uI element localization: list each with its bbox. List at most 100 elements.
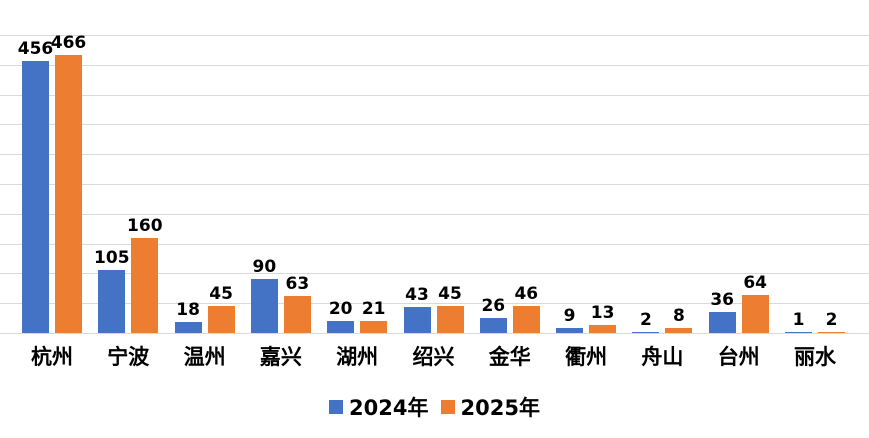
bar-column: 64: [741, 35, 769, 333]
gridline: [0, 124, 869, 126]
bar-2025年-温州: [207, 306, 235, 333]
category-label: 绍兴: [412, 345, 455, 369]
bar-2025年-舟山: [665, 328, 693, 333]
bar-2025年-绍兴: [436, 306, 464, 333]
category-label: 台州: [717, 345, 760, 369]
bar-group-杭州: 456 466: [18, 35, 86, 333]
bar-2024年-温州: [174, 322, 202, 333]
bar-group-台州: 36 64: [708, 35, 769, 333]
bar-column: 63: [283, 35, 311, 333]
bar-group-宁波: 105 160: [94, 35, 163, 333]
bar-2024年-舟山: [632, 331, 660, 333]
legend: 2024年 2025年: [0, 393, 869, 421]
category-label: 舟山: [641, 345, 684, 369]
bar-column: 36: [708, 35, 736, 333]
gridline: [0, 64, 869, 66]
value-label: 46: [514, 283, 539, 304]
value-label: 466: [50, 33, 87, 54]
bar-group-金华: 26 46: [479, 35, 540, 333]
bar-2025年-衢州: [589, 325, 617, 333]
bar-group-绍兴: 43 45: [403, 35, 464, 333]
value-label: 26: [481, 295, 506, 316]
bar-column: 45: [436, 35, 464, 333]
value-label: 63: [285, 273, 310, 294]
bar-2024年-衢州: [556, 327, 584, 333]
value-label: 45: [438, 284, 462, 305]
bar-group-湖州: 20 21: [327, 35, 388, 333]
bar-column: 20: [327, 35, 355, 333]
bar-column: 2: [632, 35, 660, 333]
bar-column: 1: [785, 35, 812, 333]
value-label: 64: [743, 272, 768, 293]
value-label: 9: [563, 305, 576, 326]
bar-2025年-宁波: [131, 237, 159, 333]
bar-column: 45: [207, 35, 235, 333]
value-label: 456: [17, 39, 54, 60]
value-label: 105: [94, 248, 130, 269]
bar-2024年-湖州: [327, 321, 355, 333]
gridline: [0, 213, 869, 215]
bar-column: 21: [360, 35, 388, 333]
bar-column: 160: [127, 35, 163, 333]
category-label: 宁波: [107, 345, 150, 369]
gridline: [0, 243, 869, 245]
category-label: 衢州: [565, 345, 608, 369]
bar-group-嘉兴: 90 63: [250, 35, 311, 333]
bar-column: 2: [818, 35, 845, 333]
value-label: 20: [328, 299, 353, 320]
value-label: 160: [127, 215, 163, 236]
value-label: 45: [209, 284, 233, 305]
value-label: 43: [405, 285, 429, 306]
legend-item-2025年: 2025年: [440, 392, 540, 422]
bar-column: 43: [403, 35, 431, 333]
category-label: 金华: [488, 345, 531, 369]
x-axis-line: [0, 333, 869, 334]
category-label: 湖州: [336, 345, 379, 369]
category-label: 丽水: [794, 345, 836, 369]
bar-2025年-杭州: [55, 55, 82, 333]
bar-column: 13: [589, 35, 617, 333]
value-label: 2: [639, 309, 652, 330]
gridline: [0, 35, 869, 36]
value-label: 90: [252, 257, 277, 278]
bar-column: 90: [250, 35, 278, 333]
gridline: [0, 154, 869, 156]
bar-column: 46: [512, 35, 540, 333]
gridline: [0, 273, 869, 275]
bar-2025年-金华: [512, 305, 540, 333]
category-label: 温州: [183, 345, 226, 369]
legend-label: 2024年: [349, 396, 429, 420]
value-label: 18: [176, 300, 200, 321]
bar-2025年-台州: [741, 294, 769, 333]
legend-item-2024年: 2024年: [329, 392, 429, 422]
legend-swatch-icon: [440, 400, 455, 414]
bar-2024年-丽水: [785, 332, 812, 333]
value-label: 13: [590, 303, 615, 324]
bar-column: 105: [94, 35, 130, 333]
value-label: 36: [710, 289, 735, 310]
value-label: 2: [825, 309, 838, 330]
bar-column: 9: [556, 35, 584, 333]
gridline: [0, 303, 869, 305]
gridline: [0, 184, 869, 185]
value-label: 8: [672, 306, 685, 327]
legend-label: 2025年: [460, 396, 540, 420]
bar-column: 26: [479, 35, 507, 333]
bar-2024年-嘉兴: [250, 279, 278, 333]
bar-2025年-嘉兴: [283, 295, 311, 333]
bar-column: 456: [18, 35, 53, 333]
bar-2024年-杭州: [22, 61, 49, 333]
gridline: [0, 94, 869, 96]
legend-swatch-icon: [329, 400, 344, 414]
bar-2024年-金华: [479, 317, 507, 333]
value-label: 21: [361, 298, 386, 319]
bar-group-温州: 18 45: [174, 35, 235, 333]
bar-2024年-宁波: [98, 270, 126, 333]
bar-column: 8: [665, 35, 693, 333]
bar-2025年-湖州: [360, 320, 388, 333]
category-label: 杭州: [31, 345, 73, 369]
